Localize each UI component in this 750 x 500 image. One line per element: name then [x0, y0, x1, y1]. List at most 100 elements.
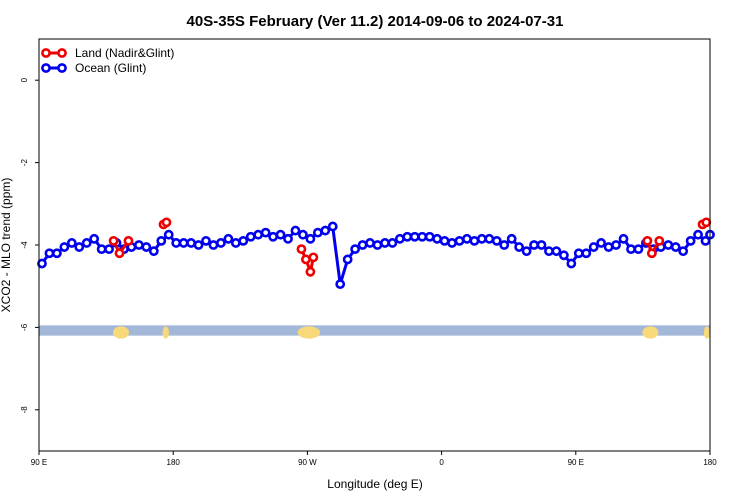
data-point — [417, 231, 428, 242]
data-point — [253, 229, 264, 240]
map-land-patch — [162, 326, 169, 339]
data-point — [108, 235, 119, 246]
x-axis-ticks: 90 E 180 90 W 0 90 E 180 — [31, 451, 717, 467]
map-band — [39, 325, 711, 339]
data-point — [96, 244, 107, 255]
data-point — [335, 279, 346, 290]
data-point — [260, 227, 271, 238]
data-point — [308, 252, 319, 263]
data-point — [161, 217, 172, 228]
x-tick-label: 90 E — [31, 458, 47, 467]
data-point — [611, 240, 621, 250]
x-tick-label: 180 — [167, 458, 181, 467]
data-point — [700, 235, 711, 246]
map-ocean-strip — [39, 325, 710, 336]
y-tick-label: -2 — [20, 158, 29, 166]
data-point — [141, 242, 152, 252]
y-axis-ticks: 0 -2 -4 -6 -8 — [20, 77, 39, 413]
data-point — [208, 240, 219, 250]
chart-title: 40S-35S February (Ver 11.2) 2014-09-06 t… — [187, 13, 564, 30]
data-point — [123, 235, 134, 246]
data-point — [171, 238, 182, 248]
data-point — [290, 225, 301, 236]
data-point — [551, 246, 562, 257]
data-point — [536, 240, 547, 250]
data-point — [37, 258, 47, 269]
data-point — [163, 229, 174, 240]
data-point — [238, 235, 249, 246]
series-line — [40, 224, 712, 285]
map-land-patch — [113, 326, 130, 339]
data-point — [44, 248, 55, 259]
data-point — [350, 244, 361, 255]
data-point — [216, 238, 226, 248]
data-point — [245, 231, 256, 242]
x-tick-label: 90 W — [298, 458, 317, 467]
data-point — [81, 238, 92, 248]
x-axis-label: Longitude (deg E) — [327, 477, 422, 491]
data-point — [529, 240, 539, 250]
data-point — [178, 238, 189, 248]
data-point — [573, 248, 584, 259]
legend-marker — [41, 63, 51, 73]
x-tick-label: 90 E — [568, 458, 584, 467]
data-point — [296, 244, 307, 255]
legend-marker — [57, 48, 67, 58]
data-point — [439, 235, 450, 246]
data-point — [521, 246, 532, 257]
data-point — [365, 238, 375, 248]
data-point — [506, 233, 517, 244]
data-point — [312, 227, 323, 238]
data-point — [148, 246, 159, 257]
data-point — [633, 244, 644, 255]
data-point — [305, 233, 316, 244]
data-point — [305, 266, 316, 277]
data-point — [685, 235, 696, 246]
legend-label: Ocean (Glint) — [75, 61, 146, 75]
data-point — [566, 258, 577, 269]
legend-label: Land (Nadir&Glint) — [75, 46, 174, 60]
legend: Land (Nadir&Glint)Ocean (Glint) — [41, 46, 174, 75]
data-point — [134, 240, 144, 250]
data-point — [372, 240, 383, 250]
data-point — [454, 235, 465, 246]
x-tick-label: 180 — [703, 458, 717, 467]
data-point — [618, 233, 629, 244]
data-point — [544, 246, 554, 257]
data-point — [380, 238, 390, 248]
data-point — [469, 235, 480, 246]
series-layer — [37, 217, 715, 290]
data-point — [298, 229, 308, 240]
data-point — [201, 235, 211, 246]
data-point — [499, 240, 510, 250]
data-point — [678, 246, 689, 257]
data-point — [693, 229, 703, 240]
map-land-patch — [642, 326, 659, 339]
data-point — [596, 238, 607, 248]
y-tick-label: 0 — [20, 77, 29, 82]
data-point — [268, 231, 279, 242]
data-point — [283, 233, 293, 244]
data-point — [114, 248, 125, 259]
data-point — [447, 238, 457, 248]
data-point — [275, 229, 286, 240]
data-point — [193, 240, 204, 250]
data-point — [462, 233, 472, 244]
plot-frame — [38, 38, 711, 452]
data-point — [581, 248, 592, 259]
data-point — [186, 238, 196, 248]
data-point — [588, 242, 599, 252]
data-point — [394, 233, 405, 244]
data-point — [558, 250, 569, 261]
data-point — [156, 235, 167, 246]
series-1 — [37, 221, 715, 290]
y-tick-label: -6 — [20, 323, 29, 331]
x-tick-label: 0 — [439, 458, 444, 467]
data-point — [484, 233, 495, 244]
data-point — [424, 231, 435, 242]
data-point — [230, 238, 241, 248]
data-point — [432, 233, 443, 244]
data-point — [66, 238, 77, 248]
data-point — [409, 231, 420, 242]
